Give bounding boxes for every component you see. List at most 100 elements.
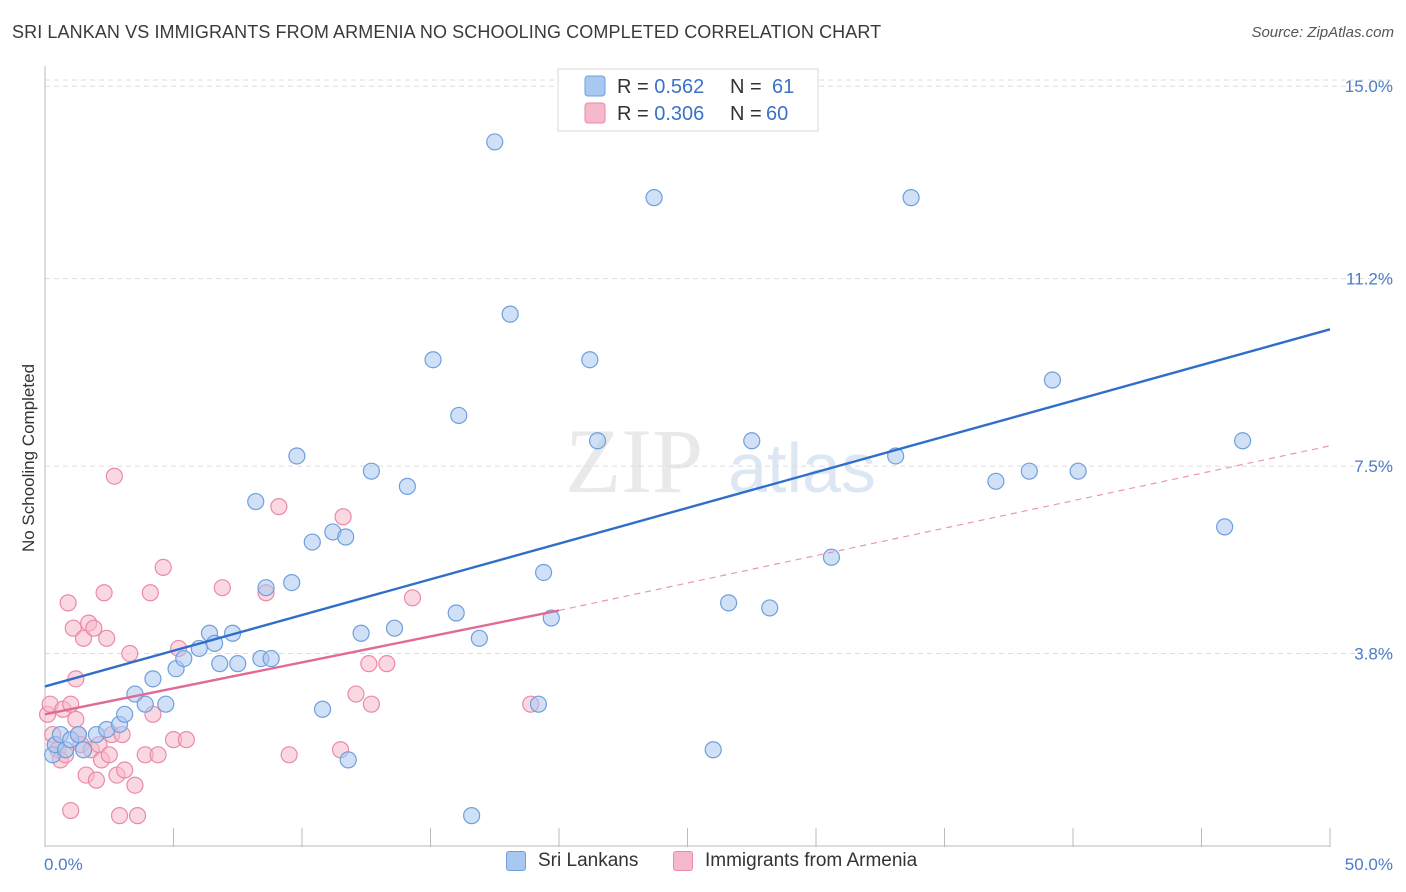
point-armenia (74, 629, 93, 647)
point-armenia (95, 584, 113, 602)
point-armenia (85, 619, 103, 637)
point-armenia (362, 695, 380, 713)
point-armenia (59, 594, 77, 612)
point-sri-lankan (229, 655, 247, 673)
bottom-legend: Sri Lankans Immigrants from Armenia (0, 850, 1406, 880)
bottom-legend-swatch-pink (673, 851, 693, 871)
y-tick-label: 7.5% (1354, 457, 1393, 476)
point-sri-lankan (704, 741, 722, 759)
point-sri-lankan (211, 655, 229, 673)
point-sri-lankan (761, 599, 779, 617)
point-armenia (347, 685, 365, 703)
point-sri-lankan (313, 700, 332, 718)
bottom-legend-label-sri-lankans: Sri Lankans (538, 850, 639, 871)
point-sri-lankan (262, 649, 280, 668)
y-tick-label: 11.2% (1346, 270, 1393, 289)
point-sri-lankan (175, 649, 193, 668)
point-sri-lankan (257, 579, 275, 597)
legend-n-value-pink: 60 (766, 103, 788, 125)
point-sri-lankan (450, 406, 468, 425)
point-armenia (334, 508, 352, 526)
point-sri-lankan (588, 432, 607, 450)
point-armenia (87, 771, 106, 789)
point-sri-lankan (116, 705, 134, 723)
point-sri-lankan (288, 447, 306, 465)
point-sri-lankan (337, 528, 355, 546)
point-sri-lankan (581, 351, 599, 369)
point-armenia (177, 731, 195, 749)
point-armenia (378, 655, 396, 673)
point-sri-lankan (144, 670, 162, 688)
source-credit: Source: ZipAtlas.com (1251, 24, 1394, 41)
point-sri-lankan (902, 189, 920, 207)
point-sri-lankan (534, 563, 553, 582)
y-tick-labels: 3.8% 7.5% 11.2% 15.0% (1345, 77, 1393, 663)
point-sri-lankan (987, 472, 1005, 490)
point-sri-lankan (136, 695, 154, 713)
bottom-legend-swatch-blue (506, 851, 526, 871)
trend-line-sri-lankans (44, 328, 1331, 688)
legend-box: R = 0.562 N = 61 R = 0.306 N = 60 (557, 68, 819, 132)
point-sri-lankan (645, 189, 663, 207)
point-armenia (100, 746, 118, 764)
legend-swatch-blue (584, 75, 606, 97)
point-armenia (116, 761, 134, 779)
legend-swatch-pink (584, 102, 606, 124)
legend-row-blue: R = 0.562 N = 61 (617, 76, 794, 98)
series-armenia-points (38, 467, 540, 825)
point-sri-lankan (542, 609, 560, 627)
point-armenia (213, 579, 231, 597)
legend-n-value-blue: 61 (772, 76, 794, 98)
point-armenia (280, 746, 298, 764)
legend-row-pink: R = 0.306 N = 60 (617, 103, 788, 125)
point-armenia (121, 644, 139, 663)
point-sri-lankan (339, 751, 357, 769)
legend-r-label-pink: R = (617, 103, 654, 125)
point-sri-lankan (486, 133, 504, 151)
y-tick-label: 3.8% (1354, 645, 1393, 664)
y-tick-label: 15.0% (1345, 77, 1393, 96)
point-sri-lankan (362, 462, 380, 480)
point-sri-lankan (283, 574, 301, 592)
point-sri-lankan (822, 548, 841, 566)
chart-title: SRI LANKAN VS IMMIGRANTS FROM ARMENIA NO… (12, 22, 882, 42)
grid-lines (45, 79, 1393, 655)
legend-n-label-pink: N = (730, 103, 767, 125)
point-sri-lankan (501, 305, 519, 323)
point-sri-lankan (720, 594, 738, 612)
point-armenia (141, 584, 159, 602)
legend-r-label-blue: R = (617, 76, 654, 98)
point-sri-lankan (352, 624, 370, 642)
legend-r-value-blue: 0.562 (654, 76, 704, 98)
point-sri-lankan (529, 695, 548, 713)
x-tick-label-min: 0.0% (44, 855, 83, 874)
point-sri-lankan (470, 629, 488, 647)
point-armenia (98, 629, 116, 647)
point-armenia (403, 589, 422, 607)
point-sri-lankan (1043, 371, 1062, 389)
bottom-legend-label-armenia: Immigrants from Armenia (705, 850, 918, 871)
point-sri-lankan (157, 695, 175, 713)
point-sri-lankan (424, 351, 442, 369)
point-sri-lankan (1020, 462, 1038, 480)
x-tick-labels: 0.0% 50.0% (44, 855, 1393, 874)
point-sri-lankan (398, 477, 416, 495)
point-armenia (110, 807, 129, 825)
axes (44, 66, 1331, 847)
watermark-zip: ZIP (565, 410, 703, 512)
point-sri-lankan (463, 807, 481, 825)
point-armenia (154, 558, 172, 577)
point-armenia (64, 619, 82, 637)
point-sri-lankan (69, 725, 88, 744)
point-armenia (149, 746, 167, 764)
bottom-legend-item-armenia: Immigrants from Armenia (673, 850, 917, 872)
point-sri-lankan (447, 604, 465, 622)
watermark: ZIP atlas (565, 410, 876, 512)
legend-n-label-blue: N = (730, 76, 767, 98)
point-armenia (126, 776, 144, 794)
point-armenia (360, 655, 378, 673)
point-armenia (62, 801, 80, 820)
x-tick-label-max: 50.0% (1345, 855, 1393, 874)
point-sri-lankan (743, 432, 761, 450)
legend-r-value-pink: 0.306 (654, 103, 704, 125)
